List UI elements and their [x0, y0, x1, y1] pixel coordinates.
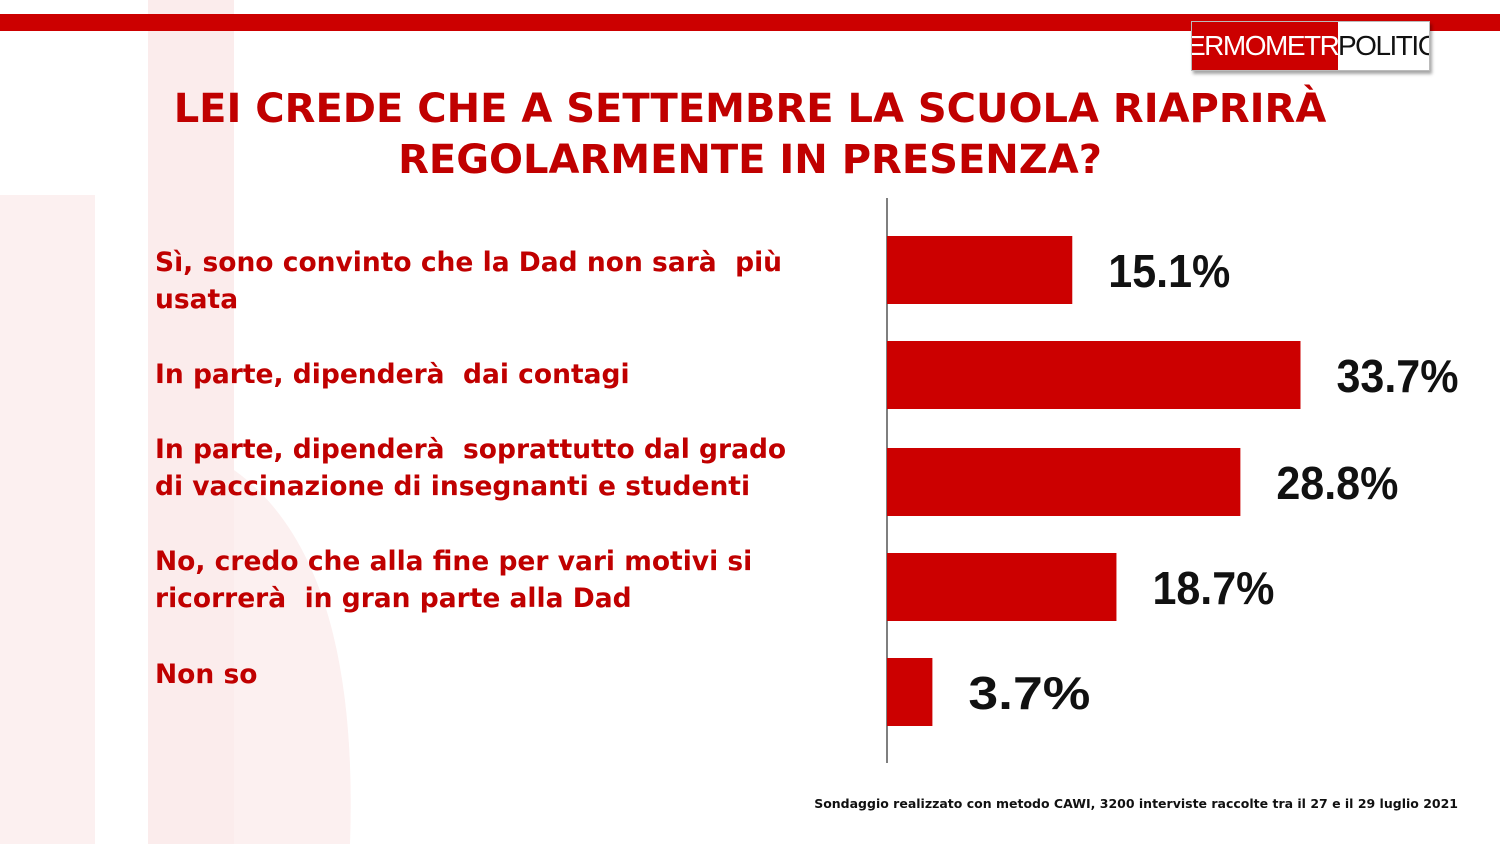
category-label-3-line-1: In parte, dipenderà soprattutto dal grad… [155, 434, 787, 465]
top-accent-bar [0, 14, 1500, 31]
category-label-1: Sì, sono convinto che la Dad non sarà pi… [155, 244, 855, 318]
category-label-4: No, credo che alla fine per vari motivi … [155, 543, 855, 617]
data-label-5: 3.7% [968, 667, 1090, 719]
data-label-4: 18.7% [1152, 562, 1274, 614]
bar-1 [887, 236, 1073, 304]
bar-5 [887, 658, 933, 726]
category-label-3-line-2: di vaccinazione di insegnanti e studenti [155, 471, 751, 502]
data-label-1: 15.1% [1108, 245, 1230, 297]
category-label-4-line-2: ricorrerà in gran parte alla Dad [155, 583, 632, 614]
category-label-2: In parte, dipenderà dai contagi [155, 356, 855, 393]
category-label-1-line-2: usata [155, 284, 239, 315]
survey-footnote: Sondaggio realizzato con metodo CAWI, 32… [814, 796, 1458, 811]
bar-2 [887, 341, 1301, 409]
category-label-1-line-1: Sì, sono convinto che la Dad non sarà pi… [155, 247, 783, 278]
bar-4 [887, 553, 1117, 621]
category-label-2-line-1: In parte, dipenderà dai contagi [155, 359, 630, 390]
termometro-politico-logo: TERMOMETRO POLITICO [1191, 21, 1430, 71]
data-label-2: 33.7% [1336, 350, 1458, 402]
logo-text-termometro: TERMOMETRO [1192, 22, 1360, 70]
category-label-3: In parte, dipenderà soprattutto dal grad… [155, 431, 855, 505]
logo-text-politico: POLITICO [1338, 30, 1429, 61]
data-label-3: 28.8% [1276, 457, 1398, 509]
chart-title: LEI CREDE CHE A SETTEMBRE LA SCUOLA RIAP… [60, 84, 1440, 186]
category-label-5: Non so [155, 656, 855, 693]
chart-title-line-2: REGOLARMENTE IN PRESENZA? [398, 137, 1102, 183]
chart-title-line-1: LEI CREDE CHE A SETTEMBRE LA SCUOLA RIAP… [173, 86, 1327, 132]
category-label-4-line-1: No, credo che alla fine per vari motivi … [155, 546, 753, 577]
bar-3 [887, 448, 1241, 516]
category-label-5-line-1: Non so [155, 659, 258, 690]
